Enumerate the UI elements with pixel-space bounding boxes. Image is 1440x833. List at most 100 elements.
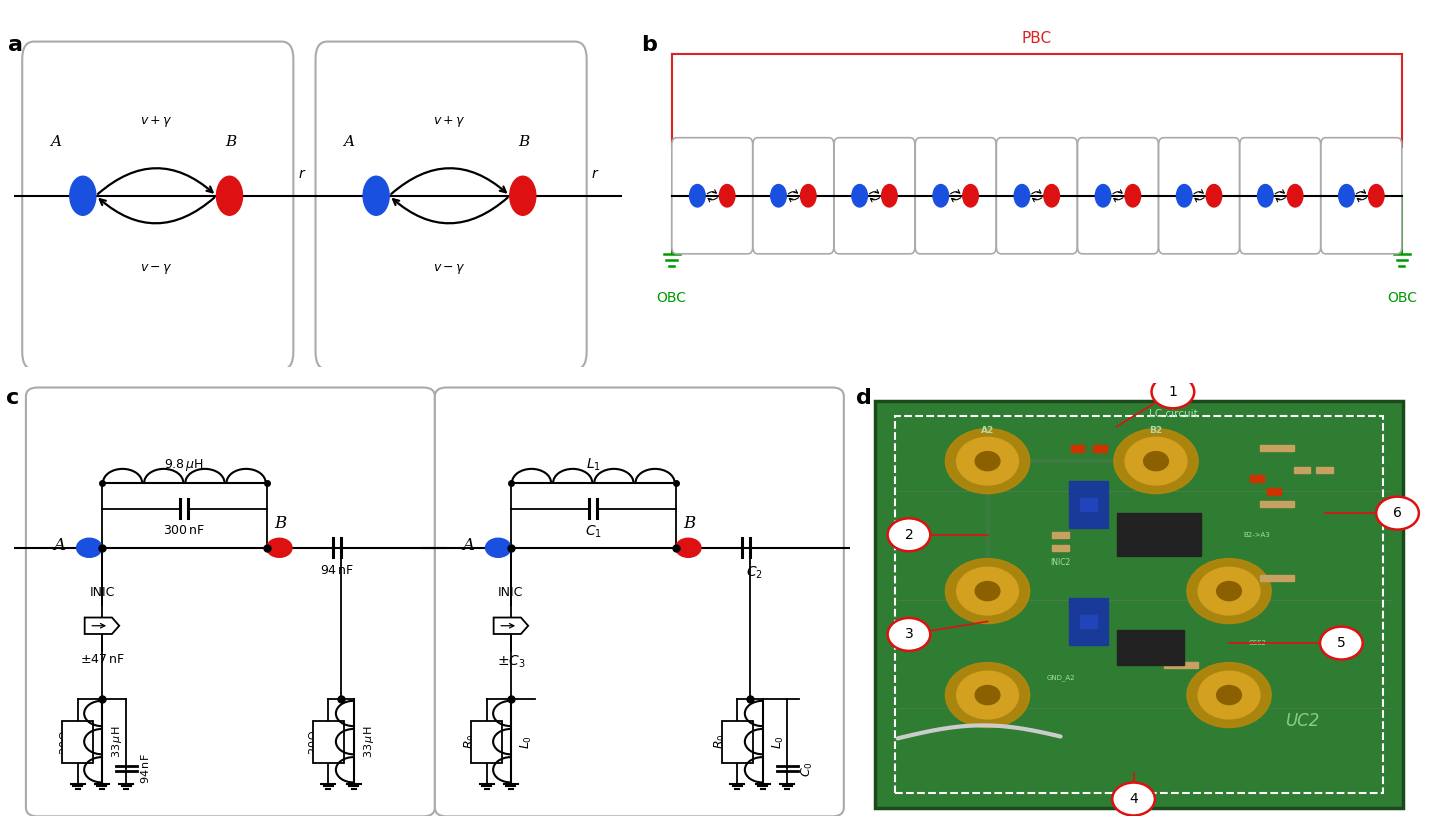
Text: c: c [6, 387, 19, 407]
Circle shape [1377, 496, 1418, 530]
Text: INIC: INIC [89, 586, 115, 599]
Text: B: B [684, 516, 696, 532]
FancyBboxPatch shape [1077, 137, 1158, 254]
Circle shape [266, 538, 292, 557]
FancyBboxPatch shape [672, 137, 753, 254]
Bar [1080, 498, 1097, 511]
Bar [1068, 597, 1109, 646]
FancyBboxPatch shape [753, 137, 834, 254]
FancyBboxPatch shape [1320, 137, 1401, 254]
Circle shape [1187, 662, 1272, 727]
Text: $C_2$: $C_2$ [746, 564, 763, 581]
Circle shape [1339, 185, 1354, 207]
Circle shape [801, 185, 816, 207]
Bar [1080, 615, 1097, 628]
Bar [1277, 501, 1293, 507]
Text: $L_0$: $L_0$ [770, 735, 786, 749]
Text: B: B [225, 135, 236, 149]
Circle shape [946, 662, 1030, 727]
FancyBboxPatch shape [22, 42, 294, 370]
Text: $C_0$: $C_0$ [801, 761, 815, 776]
Bar [1117, 513, 1201, 556]
Circle shape [946, 559, 1030, 624]
Circle shape [956, 567, 1018, 615]
Text: B2: B2 [1149, 426, 1162, 436]
Text: $9.8\,\mu\mathrm{H}$: $9.8\,\mu\mathrm{H}$ [164, 457, 204, 473]
Bar [1181, 661, 1198, 668]
Bar [721, 721, 753, 763]
FancyBboxPatch shape [996, 137, 1077, 254]
Text: b: b [641, 35, 657, 55]
FancyBboxPatch shape [315, 42, 586, 370]
Circle shape [510, 177, 536, 215]
Circle shape [1152, 376, 1194, 408]
Text: PBC: PBC [1022, 32, 1051, 47]
Circle shape [1112, 782, 1155, 816]
Text: $L_1$: $L_1$ [586, 456, 600, 473]
Circle shape [1115, 429, 1198, 494]
Text: $20\,\Omega$: $20\,\Omega$ [307, 729, 320, 755]
Text: INIC: INIC [498, 586, 524, 599]
Polygon shape [494, 617, 528, 634]
Text: OBC: OBC [1387, 292, 1417, 306]
Text: $v-\gamma$: $v-\gamma$ [433, 262, 465, 276]
Text: $20\,\Omega$: $20\,\Omega$ [58, 729, 71, 755]
Circle shape [852, 185, 867, 207]
FancyBboxPatch shape [876, 401, 1403, 808]
Circle shape [770, 185, 786, 207]
Circle shape [975, 451, 999, 471]
Text: $r$: $r$ [298, 167, 307, 181]
Bar [1117, 630, 1184, 665]
Text: CSS2: CSS2 [1248, 640, 1266, 646]
Text: a: a [7, 35, 23, 55]
FancyBboxPatch shape [834, 137, 914, 254]
Circle shape [1125, 437, 1187, 485]
Circle shape [887, 518, 930, 551]
Bar [1316, 466, 1333, 473]
Circle shape [975, 581, 999, 601]
Circle shape [1198, 671, 1260, 719]
Text: $\pm C_3$: $\pm C_3$ [497, 653, 526, 670]
Bar [1277, 575, 1293, 581]
Text: $C_1$: $C_1$ [585, 524, 602, 541]
Text: $R_0$: $R_0$ [713, 734, 729, 750]
Text: $v+\gamma$: $v+\gamma$ [140, 114, 173, 129]
Circle shape [1198, 567, 1260, 615]
Circle shape [1368, 185, 1384, 207]
Text: A2: A2 [981, 426, 994, 436]
Text: $33\,\mu\mathrm{H}$: $33\,\mu\mathrm{H}$ [361, 726, 376, 758]
Text: LC circuit: LC circuit [1149, 408, 1197, 418]
Bar [312, 721, 344, 763]
FancyBboxPatch shape [26, 387, 435, 816]
Circle shape [933, 185, 949, 207]
Circle shape [963, 185, 978, 207]
Bar [1093, 445, 1106, 451]
Bar [471, 721, 503, 763]
Text: GND_A2: GND_A2 [1047, 675, 1074, 681]
Circle shape [956, 437, 1018, 485]
Bar [1277, 445, 1293, 451]
Circle shape [1287, 185, 1303, 207]
Text: 2: 2 [904, 528, 913, 541]
Bar [1053, 545, 1068, 551]
Text: A: A [50, 135, 60, 149]
Bar [1267, 488, 1280, 495]
Text: $L_0$: $L_0$ [518, 735, 534, 749]
Bar [1250, 475, 1264, 482]
Bar [1165, 661, 1181, 668]
Text: INIC2: INIC2 [1050, 558, 1071, 567]
Circle shape [1096, 185, 1110, 207]
Circle shape [720, 185, 734, 207]
Text: d: d [855, 387, 871, 407]
Circle shape [1125, 185, 1140, 207]
Text: 3: 3 [904, 627, 913, 641]
Circle shape [946, 429, 1030, 494]
Circle shape [485, 538, 511, 557]
Text: 1: 1 [1168, 385, 1178, 399]
Bar [62, 721, 94, 763]
Circle shape [76, 538, 102, 557]
Text: OBC: OBC [657, 292, 687, 306]
Text: B2->A3: B2->A3 [1244, 531, 1270, 538]
Text: A: A [53, 537, 65, 554]
Bar [1293, 466, 1310, 473]
